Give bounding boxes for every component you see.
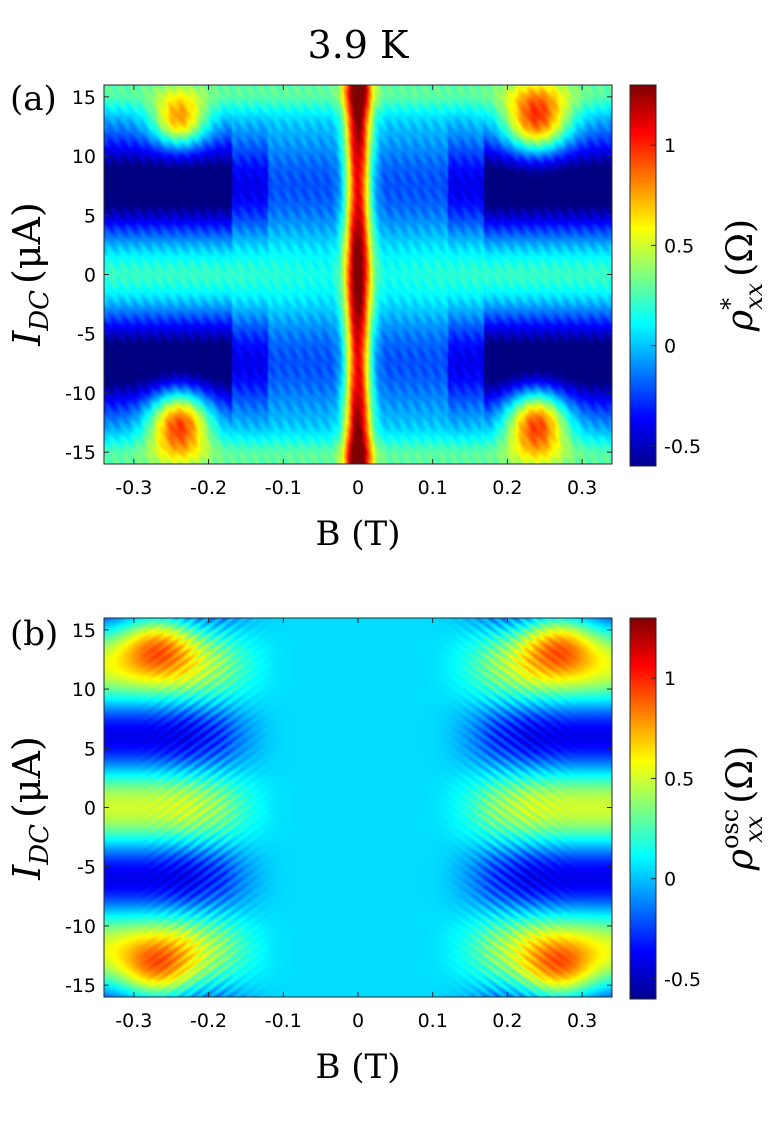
x-tick-label-b: 0.2 (492, 1010, 522, 1032)
colorbar-tick-label-a: -0.5 (664, 436, 701, 458)
colorbar-label-a: ρ*xx (Ω) (716, 219, 768, 332)
x-tick-label-a: -0.3 (115, 477, 152, 499)
cb-label-unit-b: (Ω) (720, 746, 761, 804)
colorbar-a: 1 0.5 0 -0.5 ρ*xx (Ω) (629, 84, 768, 467)
y-tick-label-a: -10 (65, 383, 96, 405)
y-tick-label-b: 15 (72, 620, 96, 642)
colorbar-tick-label-b: 0.5 (664, 768, 694, 790)
y-label-unit-a: (μA) (5, 202, 49, 284)
cb-label-unit-a: (Ω) (720, 219, 761, 277)
y-tick-label-a: 15 (72, 87, 96, 109)
y-axis-label-a: IDC (μA) (5, 202, 55, 347)
y-tick-label-b: -10 (65, 916, 96, 938)
figure-title: 3.9 K (308, 23, 410, 67)
colorbar-tick-label-a: 0 (664, 336, 676, 358)
colorbar-gradient-a (629, 84, 657, 467)
y-label-sub-a: DC (25, 290, 55, 332)
colorbar-b: 1 0.5 0 -0.5 ρoscxx (Ω) (629, 617, 768, 1000)
heatmap-image-a (104, 85, 612, 464)
x-tick-label-a: 0 (352, 477, 364, 499)
y-tick-label-a: 0 (84, 265, 96, 287)
colorbar-tick-label-b: 1 (664, 668, 676, 690)
x-tick-label-b: 0.3 (567, 1010, 597, 1032)
y-tick-label-b: 5 (84, 738, 96, 760)
colorbar-tick-label-a: 1 (664, 135, 676, 157)
x-axis-ticks-b: -0.3 -0.2 -0.1 0 0.1 0.2 0.3 (115, 618, 597, 1032)
x-tick-label-b: 0.1 (418, 1010, 448, 1032)
heatmap-image-b (104, 618, 612, 997)
cb-label-sub-a: xx (740, 282, 768, 310)
heatmap-a: -0.3 -0.2 -0.1 0 0.1 0.2 0.3 15 10 5 0 -5 -10 -15 B … (5, 84, 613, 554)
y-tick-label-b: -15 (65, 975, 96, 997)
cb-label-sub-b: xx (740, 815, 768, 843)
y-axis-ticks-a: 15 10 5 0 -5 -10 -15 (65, 87, 612, 464)
panel-a: (a) -0.3 -0.2 -0.1 0 0.1 0.2 0.3 151050-5-10-1… (5, 79, 768, 554)
x-axis-label-a: B (T) (316, 514, 401, 554)
colorbar-gradient-b (629, 617, 657, 1000)
y-label-base-b: I (5, 864, 49, 881)
x-tick-label-b: -0.3 (115, 1010, 152, 1032)
x-tick-label-b: 0 (352, 1010, 364, 1032)
x-tick-label-a: 0.1 (418, 477, 448, 499)
y-tick-label-b: 10 (72, 679, 96, 701)
y-tick-label-a: -5 (77, 324, 96, 346)
y-axis-label-b: IDC (μA) (5, 736, 55, 881)
y-tick-label-b: 0 (84, 798, 96, 820)
panel-label-a: (a) (10, 79, 57, 119)
colorbar-tick-label-b: 0 (664, 869, 676, 891)
x-tick-label-a: -0.1 (265, 477, 302, 499)
cb-label-base-b: ρ (720, 849, 761, 871)
x-tick-label-b: -0.2 (190, 1010, 227, 1032)
colorbar-label-b: ρoscxx (Ω) (716, 746, 768, 871)
y-label-sub-b: DC (25, 824, 55, 866)
y-tick-label-b: -5 (77, 857, 96, 879)
cb-label-sup-b: osc (716, 809, 744, 849)
panel-b: (b) -0.3 -0.2 -0.1 0 0.1 0.2 0.3 151050-5-10-1… (5, 614, 768, 1087)
y-label-unit-b: (μA) (5, 736, 49, 818)
cb-label-base-a: ρ (720, 310, 761, 332)
x-tick-label-a: 0.2 (492, 477, 522, 499)
colorbar-tick-label-a: 0.5 (664, 235, 694, 257)
x-tick-label-a: 0.3 (567, 477, 597, 499)
y-tick-label-a: 10 (72, 146, 96, 168)
x-axis-ticks-a: -0.3 -0.2 -0.1 0 0.1 0.2 0.3 (115, 85, 597, 499)
panel-label-b: (b) (10, 614, 58, 654)
x-tick-label-a: -0.2 (190, 477, 227, 499)
y-axis-ticks-b: 15 10 5 0 -5 -10 -15 (65, 620, 612, 997)
heatmap-b: -0.3 -0.2 -0.1 0 0.1 0.2 0.3 15 10 5 0 -5 -10 -15 B … (5, 617, 613, 1087)
x-tick-label-b: -0.1 (265, 1010, 302, 1032)
y-tick-label-a: 5 (84, 205, 96, 227)
y-tick-label-a: -15 (65, 442, 96, 464)
y-label-base-a: I (5, 330, 49, 347)
colorbar-ticks-b: 1 0.5 0 -0.5 (651, 668, 701, 991)
cb-label-sup-a: * (716, 298, 744, 310)
x-axis-label-b: B (T) (316, 1047, 401, 1087)
colorbar-tick-label-b: -0.5 (664, 969, 701, 991)
colorbar-ticks-a: 1 0.5 0 -0.5 (651, 135, 701, 458)
